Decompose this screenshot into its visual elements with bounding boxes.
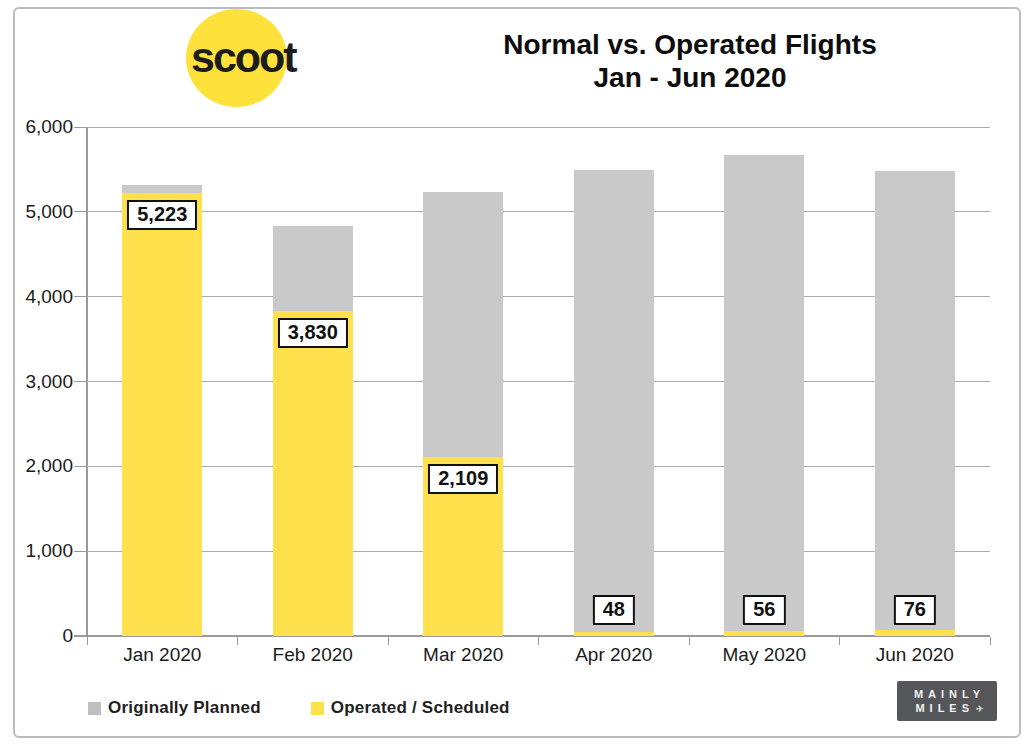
y-tick bbox=[74, 466, 87, 467]
y-axis-label: 4,000 bbox=[0, 286, 73, 308]
gridline bbox=[87, 381, 990, 382]
x-axis-label-jun-2020: Jun 2020 bbox=[840, 644, 990, 666]
legend-item-originally-planned: Originally Planned bbox=[88, 698, 261, 718]
chart-title-line1: Normal vs. Operated Flights bbox=[390, 28, 990, 61]
value-label-jan-2020: 5,223 bbox=[127, 200, 197, 230]
x-axis-label-mar-2020: Mar 2020 bbox=[388, 644, 538, 666]
x-axis-label-may-2020: May 2020 bbox=[689, 644, 839, 666]
bar-originally-planned-jun-2020 bbox=[875, 171, 955, 636]
gridline bbox=[87, 296, 990, 297]
y-tick bbox=[74, 211, 87, 212]
y-axis-label: 2,000 bbox=[0, 455, 73, 477]
legend-label: Operated / Scheduled bbox=[331, 698, 510, 718]
gridline bbox=[87, 127, 990, 128]
bar-operated-scheduled-apr-2020 bbox=[574, 632, 654, 636]
mainly-miles-line1: MAINLY bbox=[909, 687, 985, 701]
legend-item-operated-scheduled: Operated / Scheduled bbox=[311, 698, 510, 718]
legend-swatch-gray-icon bbox=[88, 702, 101, 715]
bar-operated-scheduled-jun-2020 bbox=[875, 630, 955, 636]
y-tick bbox=[74, 381, 87, 382]
legend: Originally Planned Operated / Scheduled bbox=[88, 698, 510, 718]
mainly-miles-line2: MILES✈ bbox=[910, 701, 983, 716]
page: scoot Normal vs. Operated Flights Jan - … bbox=[0, 0, 1024, 745]
y-axis-label: 0 bbox=[0, 625, 73, 647]
value-label-may-2020: 56 bbox=[743, 595, 785, 625]
plane-icon: ✈ bbox=[976, 704, 984, 714]
bar-operated-scheduled-feb-2020 bbox=[273, 311, 353, 636]
y-axis-label: 3,000 bbox=[0, 371, 73, 393]
plot-area: 01,0002,0003,0004,0005,0006,0005,223Jan … bbox=[87, 127, 990, 636]
x-axis-label-apr-2020: Apr 2020 bbox=[539, 644, 689, 666]
y-tick bbox=[74, 127, 87, 128]
x-axis-label-feb-2020: Feb 2020 bbox=[238, 644, 388, 666]
y-tick bbox=[74, 551, 87, 552]
y-axis-label: 1,000 bbox=[0, 540, 73, 562]
chart-title: Normal vs. Operated Flights Jan - Jun 20… bbox=[390, 28, 990, 94]
x-axis-label-jan-2020: Jan 2020 bbox=[87, 644, 237, 666]
value-label-feb-2020: 3,830 bbox=[278, 318, 348, 348]
y-axis-label: 5,000 bbox=[0, 201, 73, 223]
value-label-apr-2020: 48 bbox=[593, 595, 635, 625]
legend-swatch-yellow-icon bbox=[311, 702, 324, 715]
scoot-logo-text: scoot bbox=[191, 33, 296, 82]
bar-originally-planned-may-2020 bbox=[724, 155, 804, 636]
x-axis-line bbox=[74, 635, 990, 637]
y-tick bbox=[74, 636, 87, 637]
value-label-jun-2020: 76 bbox=[894, 595, 936, 625]
bar-operated-scheduled-jan-2020 bbox=[122, 193, 202, 636]
chart-title-line2: Jan - Jun 2020 bbox=[390, 61, 990, 94]
bar-operated-scheduled-may-2020 bbox=[724, 631, 804, 636]
gridline bbox=[87, 466, 990, 467]
mainly-miles-line2-text: MILES bbox=[915, 702, 974, 714]
value-label-mar-2020: 2,109 bbox=[428, 464, 498, 494]
legend-label: Originally Planned bbox=[108, 698, 261, 718]
bar-originally-planned-apr-2020 bbox=[574, 170, 654, 636]
y-axis-label: 6,000 bbox=[0, 116, 73, 138]
y-tick bbox=[74, 296, 87, 297]
gridline bbox=[87, 211, 990, 212]
gridline bbox=[87, 551, 990, 552]
mainly-miles-logo: MAINLY MILES✈ bbox=[897, 681, 997, 721]
